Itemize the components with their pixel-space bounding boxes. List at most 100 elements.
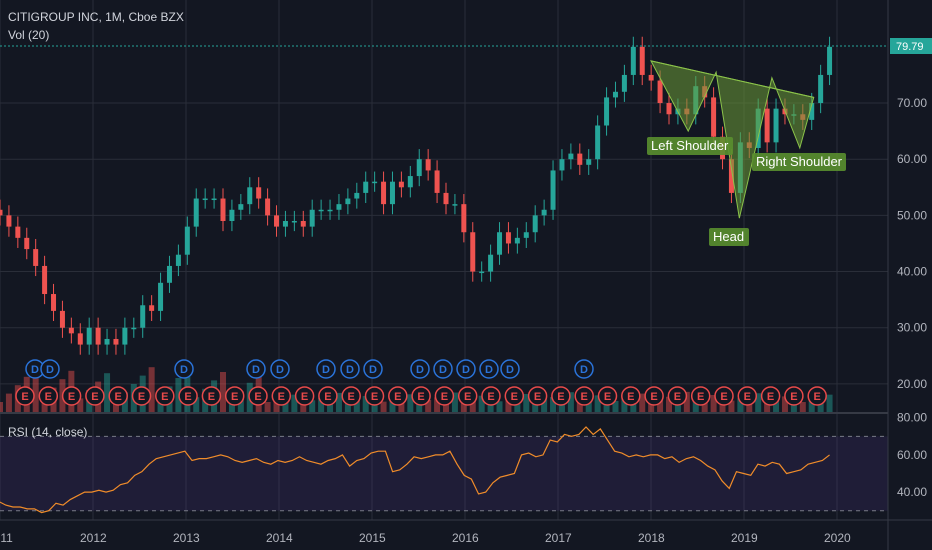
candle-body [827, 46, 833, 75]
year-tick-label: 2011 [0, 531, 13, 545]
earnings-marker [38, 386, 59, 406]
earnings-marker-label: E [650, 391, 657, 403]
earnings-marker [341, 386, 361, 406]
candle-body [265, 198, 271, 216]
candle-body [764, 108, 770, 143]
earnings-marker [61, 386, 82, 406]
candle-body [604, 97, 610, 126]
candle-body [274, 215, 280, 227]
dividend-marker-label: D [369, 364, 377, 376]
volume-bar [362, 396, 369, 412]
dividend-marker [246, 359, 266, 379]
candle-body [282, 221, 288, 227]
volume-bar [148, 367, 155, 412]
candle-body [149, 305, 155, 311]
event-markers[interactable]: D D D D D D D D D D D D D DE E E E E E E E E E E E E E E E E E E E E E E E E E… [15, 359, 827, 406]
candle-body [773, 108, 779, 143]
earnings-marker [527, 386, 548, 406]
dividend-marker [410, 359, 430, 379]
price-tick-label: 70.00 [897, 96, 927, 110]
volume-bar [648, 401, 655, 412]
earnings-marker [271, 386, 292, 406]
earnings-marker-label: E [441, 391, 448, 403]
volume-bar [728, 400, 735, 412]
earnings-marker [248, 386, 268, 406]
volume-bar [112, 400, 119, 412]
earnings-marker [644, 386, 664, 406]
candle-body [336, 204, 342, 210]
dividend-marker-label: D [439, 364, 447, 376]
volume-bar [496, 401, 503, 412]
earnings-marker [388, 386, 408, 406]
candle-body [389, 181, 395, 205]
dividend-marker-label: D [180, 364, 188, 376]
candle-body [443, 192, 449, 205]
candle-body [175, 254, 181, 266]
candle-body [398, 181, 404, 188]
earnings-marker [155, 386, 175, 406]
volume-bar [639, 393, 646, 412]
volume-bar [77, 398, 84, 412]
earnings-marker-label: E [697, 391, 704, 403]
volume-bar [193, 397, 200, 412]
annotation-label: Left Shoulder [651, 138, 729, 153]
earnings-marker-label: E [184, 391, 191, 403]
dividend-marker [316, 359, 336, 379]
volume-bar [220, 372, 226, 412]
year-tick-label: 2013 [173, 531, 200, 545]
candle-body [372, 181, 378, 184]
dividend-marker-label: D [346, 364, 354, 376]
candle-body [434, 170, 440, 193]
volume-bar [380, 401, 387, 412]
volume-bar [541, 399, 548, 412]
dividend-marker [500, 359, 520, 379]
candle-body [86, 327, 92, 345]
earnings-marker-label: E [348, 391, 355, 403]
volume-bar [710, 395, 717, 412]
year-tick-label: 2019 [731, 531, 758, 545]
earnings-marker [481, 386, 501, 406]
dividend-marker [456, 359, 476, 379]
candle-body [15, 226, 21, 238]
dividend-marker [270, 359, 290, 379]
earnings-marker [574, 386, 594, 406]
dividend-marker [574, 359, 594, 379]
candle-body [193, 198, 199, 227]
candle-body [425, 159, 431, 171]
earnings-marker-label: E [534, 391, 541, 403]
volume-bar [264, 402, 271, 412]
earnings-marker [411, 386, 431, 406]
candle-body [488, 254, 494, 272]
candle-body [595, 125, 601, 160]
earnings-marker [178, 386, 198, 406]
volume-bar [621, 398, 628, 412]
last-price-tag: 79.79 [890, 38, 932, 54]
candle-body [247, 187, 253, 205]
earnings-marker-label: E [720, 391, 727, 403]
volume-bar [460, 400, 467, 412]
candle-body [327, 209, 333, 212]
candle-body [256, 187, 262, 199]
earnings-marker-label: E [744, 391, 751, 403]
earnings-marker-label: E [21, 391, 28, 403]
volume-bar [273, 399, 280, 412]
volume-bar [594, 395, 601, 412]
earnings-marker-label: E [68, 391, 75, 403]
candle-body [621, 74, 627, 92]
candle-body [809, 103, 815, 120]
rsi-indicator-label: RSI (14, close) [8, 425, 88, 439]
candle-body [711, 97, 717, 137]
earnings-marker [784, 386, 804, 406]
candle-body [657, 80, 663, 104]
volume-bar [683, 391, 690, 412]
earnings-marker-label: E [790, 391, 797, 403]
earnings-marker-label: E [464, 391, 471, 403]
volume-bar [799, 402, 806, 412]
candle-body [559, 159, 565, 171]
candle-body [354, 192, 360, 199]
earnings-marker-label: E [161, 391, 168, 403]
volume-bar [478, 395, 485, 412]
earnings-marker [551, 386, 571, 406]
earnings-marker [364, 386, 385, 406]
